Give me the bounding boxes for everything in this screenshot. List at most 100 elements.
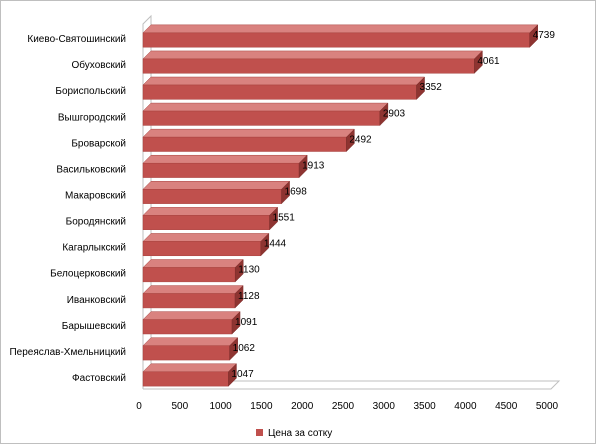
bar bbox=[142, 363, 238, 387]
bar-top-face bbox=[142, 233, 270, 242]
data-label: 1698 bbox=[285, 186, 308, 197]
bar-top-face bbox=[142, 207, 279, 216]
value-axis-ticks: 0 500 1000 1500 2000 2500 3000 3500 4000 4500 5000 bbox=[136, 401, 558, 412]
category-label: Вышгородский bbox=[58, 112, 126, 123]
data-label: 1091 bbox=[235, 317, 258, 328]
bar-top-face bbox=[142, 285, 244, 294]
bar-top-face bbox=[142, 259, 244, 268]
bar-front-face bbox=[142, 32, 530, 48]
bar-front-face bbox=[142, 371, 229, 387]
category-axis-labels: Киево-Святошинский Обуховский Бориспольски… bbox=[9, 34, 126, 384]
category-label: Макаровский bbox=[65, 190, 126, 201]
bar bbox=[142, 311, 241, 335]
bar-front-face bbox=[142, 162, 300, 178]
bar-top-face bbox=[142, 154, 308, 164]
bar bbox=[142, 24, 539, 48]
legend-swatch bbox=[256, 429, 263, 436]
bar bbox=[142, 232, 270, 257]
bar-end-face bbox=[416, 76, 425, 100]
data-label: 1062 bbox=[233, 343, 256, 354]
category-label: Белоцерковский bbox=[50, 269, 126, 280]
bar-front-face bbox=[142, 189, 282, 204]
data-label: 1913 bbox=[302, 160, 325, 171]
category-label: Обуховский bbox=[72, 59, 126, 71]
bar bbox=[142, 102, 389, 127]
data-label: 1047 bbox=[231, 369, 254, 380]
bar-top-face bbox=[142, 50, 483, 60]
bar-top-face bbox=[142, 337, 239, 346]
bar-end-face bbox=[269, 206, 278, 231]
bar-front-face bbox=[142, 58, 475, 74]
bar-end-face bbox=[281, 180, 290, 205]
category-label: Иванковский bbox=[67, 295, 126, 306]
bar-top-face bbox=[142, 181, 291, 190]
category-label: Броварской bbox=[71, 138, 126, 149]
bar-end-face bbox=[260, 232, 270, 257]
tick-label: 3500 bbox=[413, 401, 436, 412]
bar-top-face bbox=[142, 363, 238, 373]
data-label: 1444 bbox=[264, 239, 287, 250]
bar-top-face bbox=[142, 128, 355, 138]
bar-front-face bbox=[142, 293, 236, 309]
bar bbox=[142, 154, 308, 179]
data-label: 2492 bbox=[349, 134, 372, 145]
bar-end-face bbox=[231, 311, 241, 335]
data-label: 3352 bbox=[420, 82, 443, 93]
legend-label: Цена за сотку bbox=[268, 428, 332, 439]
bar-front-face bbox=[142, 241, 262, 257]
bar-end-face bbox=[298, 154, 308, 179]
bar-end-face bbox=[234, 284, 244, 309]
bar-top-face bbox=[142, 311, 241, 320]
bar bbox=[142, 128, 355, 153]
bar-front-face bbox=[142, 267, 236, 283]
data-label: 4061 bbox=[477, 56, 500, 67]
data-label: 4739 bbox=[533, 30, 556, 41]
bar bbox=[142, 76, 426, 100]
tick-label: 3000 bbox=[373, 401, 396, 412]
bar-front-face bbox=[142, 84, 417, 100]
data-label: 1130 bbox=[238, 265, 260, 276]
bar-front-face bbox=[142, 110, 381, 126]
floor bbox=[143, 380, 561, 390]
tick-label: 0 bbox=[136, 401, 142, 412]
category-label: Бориспольский bbox=[55, 86, 126, 97]
bar-end-face bbox=[229, 337, 238, 361]
bar bbox=[142, 206, 279, 231]
category-label: Кагарлыкский bbox=[62, 243, 126, 254]
bar bbox=[142, 258, 244, 283]
bar bbox=[142, 180, 291, 205]
data-label: 2903 bbox=[383, 108, 406, 119]
bar-top-face bbox=[142, 102, 389, 112]
bar-end-face bbox=[228, 363, 237, 387]
bar-end-face bbox=[474, 50, 483, 74]
bar-end-face bbox=[346, 128, 355, 153]
bar bbox=[142, 284, 244, 309]
bar-end-face bbox=[379, 102, 389, 127]
tick-label: 4500 bbox=[495, 401, 518, 412]
tick-label: 1500 bbox=[250, 401, 273, 412]
tick-label: 500 bbox=[171, 401, 188, 412]
bar bbox=[142, 50, 483, 74]
tick-label: 4000 bbox=[454, 401, 477, 412]
bar-top-face bbox=[142, 24, 539, 34]
data-label: 1551 bbox=[273, 213, 296, 224]
legend: Цена за сотку bbox=[256, 428, 332, 439]
category-label: Васильковский bbox=[56, 164, 126, 175]
category-label: Киево-Святошинский bbox=[27, 34, 126, 45]
data-label: 1128 bbox=[238, 291, 260, 302]
category-label: Бородянский bbox=[66, 217, 126, 228]
bar bbox=[142, 337, 239, 361]
bar-top-face bbox=[142, 76, 426, 86]
category-label: Фастовский bbox=[72, 373, 126, 384]
bar-front-face bbox=[142, 319, 233, 335]
bar-end-face bbox=[234, 258, 244, 283]
tick-label: 1000 bbox=[209, 401, 232, 412]
bar-front-face bbox=[142, 345, 230, 361]
category-label: Барышевский bbox=[62, 321, 126, 332]
bar-front-face bbox=[142, 215, 270, 230]
bar-end-face bbox=[529, 24, 538, 48]
tick-label: 2000 bbox=[291, 401, 314, 412]
category-label: Переяслав-Хмельницкий bbox=[9, 347, 126, 358]
